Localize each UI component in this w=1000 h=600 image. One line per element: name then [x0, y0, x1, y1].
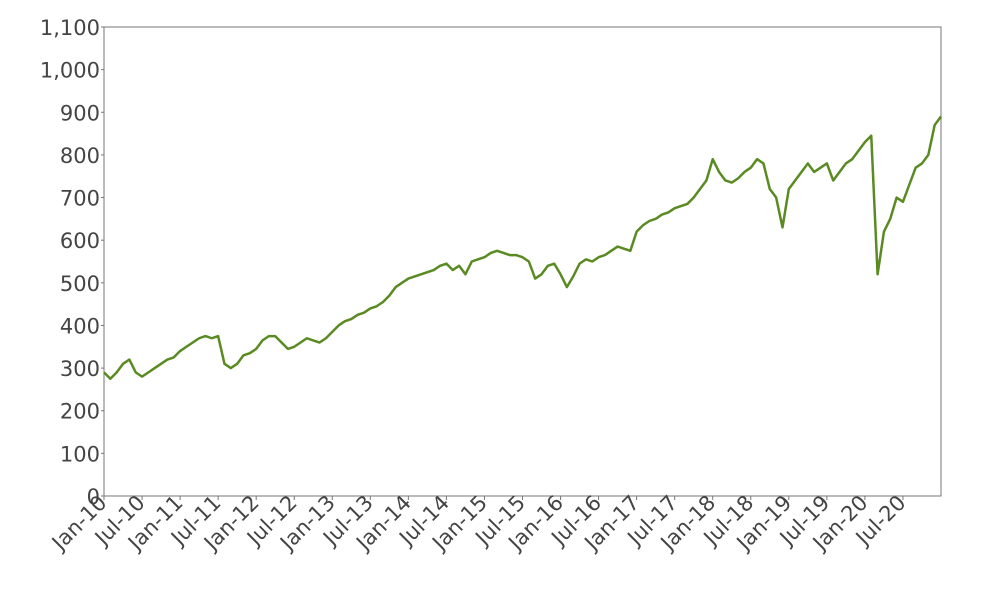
plot-frame — [103, 26, 942, 497]
y-tick-label: 900 — [60, 101, 100, 125]
y-tick-label: 400 — [60, 314, 100, 338]
y-tick-label: 1,000 — [40, 59, 100, 83]
y-tick-label: 300 — [60, 357, 100, 381]
y-tick-label: 100 — [60, 442, 100, 466]
y-tick-label: 500 — [60, 272, 100, 296]
data-line — [103, 115, 943, 380]
y-tick-label: 200 — [60, 400, 100, 424]
y-tick-label: 700 — [60, 187, 100, 211]
y-tick-label: 600 — [60, 229, 100, 253]
y-tick-label: 800 — [60, 144, 100, 168]
y-tick-label: 0 — [87, 485, 100, 509]
y-tick-label: 1,100 — [40, 16, 100, 40]
